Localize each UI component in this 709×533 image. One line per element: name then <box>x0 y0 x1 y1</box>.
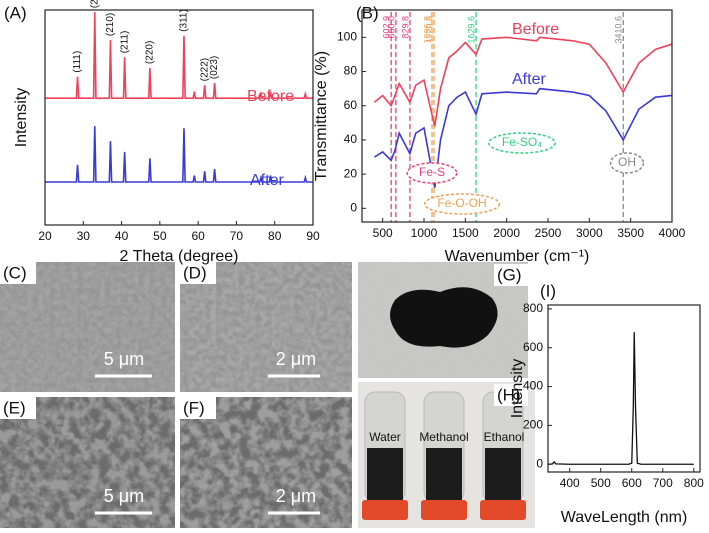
x-tick-label: 2000 <box>493 226 520 240</box>
annotation-ring <box>406 162 458 184</box>
sem-image-d: (D) 2 μm <box>180 262 352 392</box>
reference-label: 660.0 <box>386 16 396 39</box>
x-tick-label: 60 <box>191 229 205 243</box>
sample-label: Water <box>369 430 401 444</box>
data-line <box>45 126 313 183</box>
panel-label: (H) <box>497 385 521 404</box>
data-line <box>45 12 313 99</box>
x-tick-label: 90 <box>306 229 320 243</box>
data-line <box>373 36 673 127</box>
powder-photo: (G) <box>358 262 535 378</box>
peak-label: (200) <box>89 0 100 8</box>
y-tick-label: 0 <box>536 456 543 470</box>
y-tick-label: 400 <box>523 379 543 393</box>
peak-label: (222) <box>199 58 210 81</box>
x-tick-label: 500 <box>591 476 611 490</box>
panel-label: (G) <box>497 265 522 284</box>
annotation-ring <box>609 152 645 174</box>
scale-bar-label: 5 μm <box>104 349 144 369</box>
scale-bar-label: 2 μm <box>276 486 316 506</box>
panel-label: (D) <box>183 263 207 282</box>
scale-bar-label: 5 μm <box>104 486 144 506</box>
y-tick-label: 0 <box>350 200 357 214</box>
y-axis-label: Transmittance (%) <box>313 51 330 181</box>
y-axis-label: Intensity <box>13 88 30 148</box>
panel-label: (A) <box>4 3 27 22</box>
x-tick-label: 1000 <box>411 226 438 240</box>
panel-label: (F) <box>183 398 205 417</box>
panel-label: (C) <box>3 263 27 282</box>
x-tick-label: 20 <box>38 229 52 243</box>
sem-image-f: (F) 2 μm <box>180 397 352 528</box>
y-tick-label: 800 <box>523 301 543 315</box>
panel-label: (E) <box>3 398 26 417</box>
scale-bar-label: 2 μm <box>276 349 316 369</box>
x-axis-label: WaveLength (nm) <box>561 509 688 526</box>
x-tick-label: 500 <box>373 226 393 240</box>
x-tick-label: 600 <box>622 476 642 490</box>
y-tick-label: 40 <box>344 132 358 146</box>
peak-label: (210) <box>105 13 116 36</box>
x-axis-label: Wavenumber (cm⁻¹) <box>445 248 590 265</box>
peak-label: (220) <box>145 41 156 64</box>
data-line <box>547 332 694 465</box>
x-tick-label: 700 <box>653 476 673 490</box>
annotation-ring <box>488 132 556 154</box>
annotation: Fe-O-OH <box>437 196 486 210</box>
reference-label: 1120.6 <box>424 16 434 43</box>
plot-frame <box>361 9 673 223</box>
annotation: Fe-SO₄ <box>502 135 542 149</box>
annotation: Fe-S <box>419 165 445 179</box>
sem-image-e: (E) 5 μm <box>0 397 175 528</box>
x-tick-label: 30 <box>77 229 91 243</box>
peak-label: (023) <box>209 56 220 79</box>
legend-label: Before <box>512 21 559 38</box>
x-axis-label: 2 Theta (degree) <box>120 248 239 265</box>
panel-label: (I) <box>540 281 556 300</box>
y-tick-label: 100 <box>337 30 357 44</box>
reference-label: 602.9 <box>382 16 392 39</box>
y-tick-label: 20 <box>344 166 358 180</box>
legend-label: After <box>512 71 546 88</box>
legend-label: After <box>250 172 284 189</box>
x-tick-label: 70 <box>230 229 244 243</box>
sample-label: Ethanol <box>484 430 525 444</box>
vials-photo: (H) Water Methanol Ethanol <box>358 382 535 528</box>
y-axis-label: Intensity <box>509 359 526 419</box>
reference-label: 3410.6 <box>614 16 624 44</box>
x-tick-label: 40 <box>115 229 129 243</box>
y-tick-label: 200 <box>523 418 543 432</box>
peak-label: (111) <box>72 51 83 73</box>
y-tick-label: 80 <box>344 64 358 78</box>
reference-label: 1096.8 <box>422 16 432 44</box>
y-tick-label: 600 <box>523 340 543 354</box>
reference-label: 1629.6 <box>466 16 476 44</box>
x-tick-label: 400 <box>560 476 580 490</box>
annotation-ring <box>423 193 501 215</box>
x-tick-label: 80 <box>268 229 282 243</box>
plot-frame <box>547 304 701 473</box>
x-tick-label: 50 <box>153 229 167 243</box>
sem-image-c: (C) 5 μm <box>0 262 175 392</box>
data-line <box>373 87 673 188</box>
sample-label: Methanol <box>419 430 468 444</box>
peak-label: (211) <box>119 31 130 54</box>
x-tick-label: 1500 <box>452 226 479 240</box>
legend-label: Before <box>247 88 294 105</box>
x-tick-label: 2500 <box>535 226 562 240</box>
x-tick-label: 4000 <box>659 226 686 240</box>
plot-frame <box>44 9 314 226</box>
x-tick-label: 3000 <box>576 226 603 240</box>
peak-label: (311) <box>179 9 190 32</box>
x-tick-label: 3500 <box>617 226 644 240</box>
reference-label: 829.8 <box>400 16 410 39</box>
y-tick-label: 60 <box>344 98 358 112</box>
panel-label: (B) <box>356 3 379 22</box>
x-tick-label: 800 <box>684 476 704 490</box>
annotation: OH <box>618 155 636 169</box>
